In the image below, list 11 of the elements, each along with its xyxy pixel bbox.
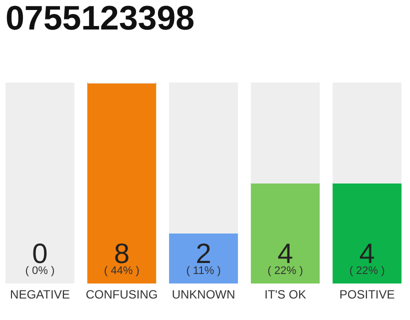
x-tick-label: POSITIVE [339, 288, 395, 302]
x-tick-label: UNKNOWN [172, 288, 236, 302]
x-tick-label: CONFUSING [86, 288, 158, 302]
data-label: ( 11% ) [186, 265, 221, 277]
data-label: ( 0% ) [25, 265, 55, 277]
x-tick-label: NEGATIVE [10, 288, 70, 302]
x-tick-label: IT'S OK [264, 288, 306, 302]
data-label: ( 22% ) [268, 265, 304, 277]
chart-title: 0755123398 [6, 0, 195, 38]
data-label: ( 44% ) [104, 265, 140, 277]
data-label: ( 22% ) [349, 265, 385, 277]
